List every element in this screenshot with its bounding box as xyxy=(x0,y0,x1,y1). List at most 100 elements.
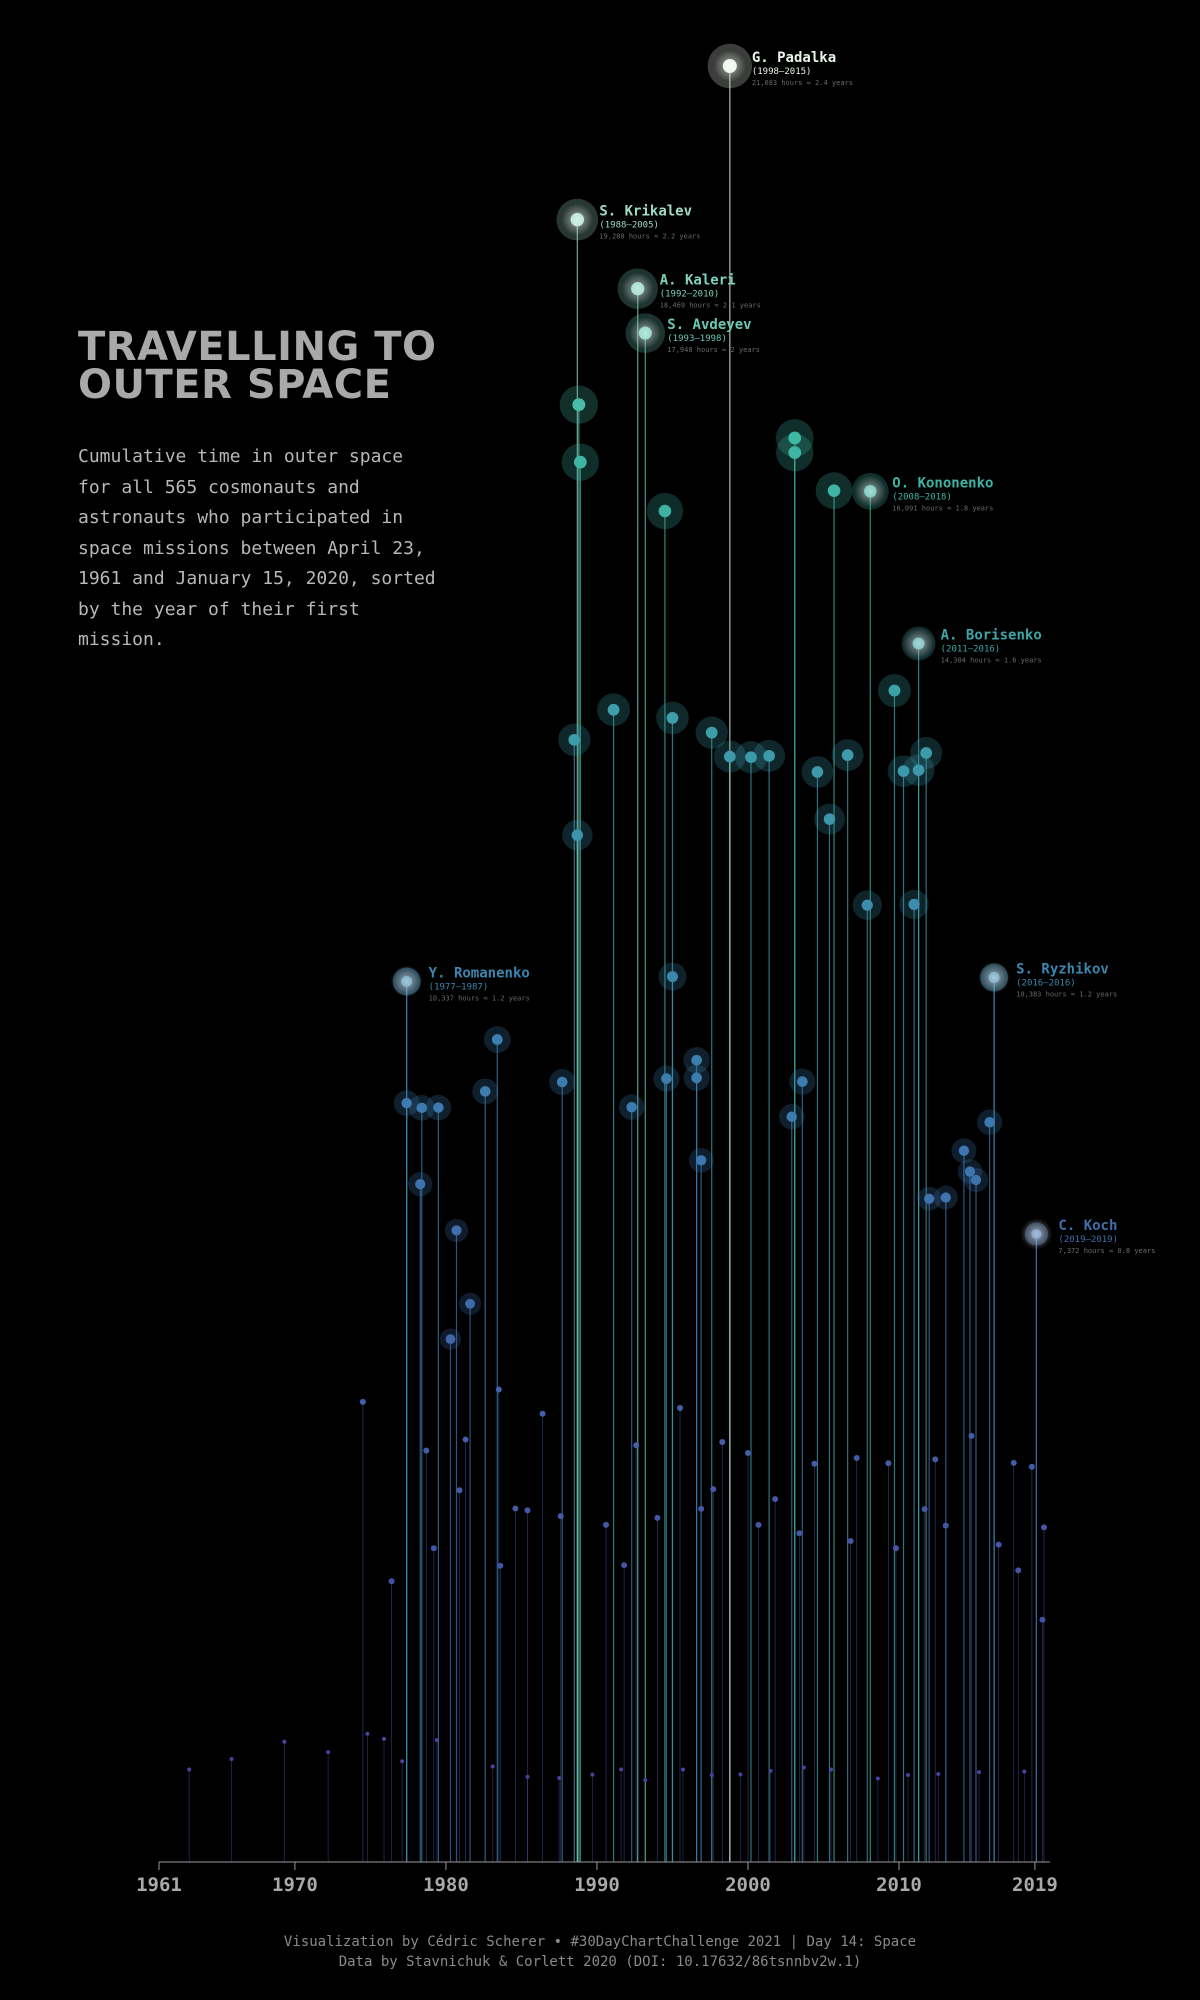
x-tick-label-2010: 2010 xyxy=(876,1874,922,1896)
point-72 xyxy=(970,1174,982,1186)
point-102 xyxy=(723,750,736,763)
point-97 xyxy=(823,813,836,825)
annotation-years: (1998–2015) xyxy=(752,67,812,77)
point-106 xyxy=(568,733,581,746)
point-27 xyxy=(1015,1567,1022,1574)
annotation-glow-1 xyxy=(561,203,594,236)
point-47 xyxy=(710,1486,717,1493)
point-84 xyxy=(797,1076,808,1087)
point-25 xyxy=(1039,1616,1046,1623)
point-8 xyxy=(936,1772,941,1777)
point-99 xyxy=(897,765,910,778)
point-36 xyxy=(942,1522,949,1529)
point-32 xyxy=(995,1541,1002,1548)
point-26 xyxy=(388,1578,395,1585)
annotation-name: S. Krikalev xyxy=(599,204,692,220)
point-86 xyxy=(691,1072,702,1084)
point-105 xyxy=(920,747,933,759)
annotation-hours: 17,948 hours ≈ 2 years xyxy=(667,346,760,354)
point-23 xyxy=(382,1736,387,1741)
point-98 xyxy=(811,766,824,778)
point-29 xyxy=(621,1562,628,1569)
point-14 xyxy=(829,1767,834,1772)
annotation-hours: 18,469 hours ≈ 2.1 years xyxy=(660,302,761,310)
chart-title-line-1: TRAVELLING TO xyxy=(78,324,437,370)
point-117 xyxy=(788,431,802,445)
annotation-name: G. Padalka xyxy=(752,50,836,66)
x-tick-label-1980: 1980 xyxy=(423,1874,469,1896)
x-tick-label-1990: 1990 xyxy=(574,1874,620,1896)
point-82 xyxy=(479,1086,491,1097)
point-103 xyxy=(763,749,775,762)
point-104 xyxy=(841,749,854,761)
caption-line-1: Visualization by Cédric Scherer • #30Day… xyxy=(283,1934,917,1950)
point-108 xyxy=(666,712,679,724)
point-3 xyxy=(525,1774,530,1779)
point-15 xyxy=(619,1767,624,1772)
point-60 xyxy=(539,1410,546,1417)
annotation-hours: 10,383 hours ≈ 1.2 years xyxy=(1016,991,1117,999)
point-94 xyxy=(861,899,873,911)
point-83 xyxy=(556,1076,568,1088)
annotation-hours: 10,337 hours ≈ 1.2 years xyxy=(429,994,530,1002)
annotation-name: S. Avdeyev xyxy=(667,317,751,333)
point-80 xyxy=(626,1101,637,1113)
x-tick-label-1961: 1961 xyxy=(136,1874,182,1896)
annotation-name: O. Kononenko xyxy=(892,475,993,491)
annotation-hours: 14,304 hours ≈ 1.6 years xyxy=(941,656,1042,664)
point-81 xyxy=(401,1097,412,1109)
point-17 xyxy=(490,1764,495,1769)
point-12 xyxy=(187,1767,192,1772)
x-tick-label-2000: 2000 xyxy=(725,1874,771,1896)
caption-line-2: Data by Stavnichuk & Corlett 2020 (DOI: … xyxy=(338,1954,862,1970)
point-43 xyxy=(698,1505,705,1512)
point-85 xyxy=(661,1073,672,1084)
point-22 xyxy=(434,1738,439,1743)
annotation-glow-6 xyxy=(390,965,423,998)
annotation-years: (2008–2018) xyxy=(892,492,952,502)
point-110 xyxy=(888,684,901,697)
point-68 xyxy=(451,1225,462,1236)
point-7 xyxy=(738,1772,743,1777)
annotation-hours: 7,372 hours ≈ 0.8 years xyxy=(1058,1247,1155,1255)
annotation-years: (2016–2016) xyxy=(1016,979,1076,989)
point-38 xyxy=(755,1521,762,1528)
annotation-glow-0 xyxy=(713,50,746,82)
point-19 xyxy=(229,1757,234,1762)
point-116 xyxy=(788,446,802,460)
point-100 xyxy=(912,764,925,776)
point-58 xyxy=(462,1436,469,1443)
point-51 xyxy=(1010,1459,1017,1466)
point-layer xyxy=(187,43,1053,1783)
annotation-glow-8 xyxy=(1020,1218,1053,1251)
annotation-glow-5 xyxy=(902,627,935,660)
point-69 xyxy=(924,1193,935,1204)
point-11 xyxy=(768,1768,773,1773)
annotation-hours: 19,280 hours ≈ 2.2 years xyxy=(599,233,700,241)
point-41 xyxy=(524,1507,531,1514)
annotation-name: S. Ryzhikov xyxy=(1016,962,1109,978)
annotation-name: A. Kaleri xyxy=(660,273,736,289)
annotation-years: (1977–1987) xyxy=(429,982,489,992)
x-tick-label-1970: 1970 xyxy=(272,1874,318,1896)
point-4 xyxy=(709,1773,714,1778)
point-44 xyxy=(512,1505,519,1512)
point-57 xyxy=(719,1438,726,1445)
point-87 xyxy=(691,1054,702,1066)
point-39 xyxy=(654,1514,661,1521)
annotation-hours: 16,091 hours ≈ 1.8 years xyxy=(892,504,993,512)
point-71 xyxy=(415,1179,426,1190)
annotation-glow-4 xyxy=(854,475,887,508)
point-42 xyxy=(921,1506,928,1513)
point-79 xyxy=(433,1102,444,1113)
point-33 xyxy=(847,1538,854,1545)
annotation-years: (1992–2010) xyxy=(660,290,720,300)
point-93 xyxy=(666,971,678,983)
point-0 xyxy=(643,1778,648,1783)
point-30 xyxy=(430,1545,437,1552)
point-20 xyxy=(326,1750,331,1755)
point-74 xyxy=(695,1155,707,1166)
point-96 xyxy=(571,829,584,841)
point-63 xyxy=(495,1386,502,1393)
